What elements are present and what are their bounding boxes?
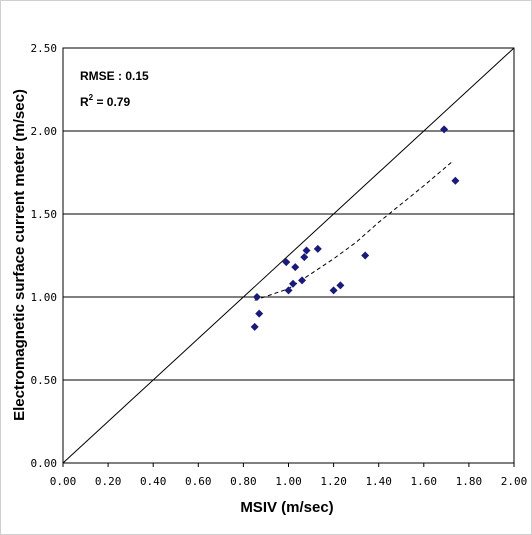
data-point-6	[291, 263, 300, 272]
data-point-3	[282, 258, 291, 267]
x-tick-label-6: 1.20	[320, 475, 347, 488]
x-tick-label-4: 0.80	[230, 475, 257, 488]
x-tick-label-7: 1.40	[365, 475, 392, 488]
data-point-12	[336, 281, 345, 290]
x-axis-ticks: 0.00 0.20 0.40 0.60 0.80 1.00 1.20 1.40 1.60 1.80…	[50, 463, 528, 488]
r2-value: = 0.79	[93, 95, 130, 109]
y-tick-label-1: 0.50	[31, 374, 58, 387]
y-tick-label-0: 0.00	[31, 457, 58, 470]
data-point-7	[298, 276, 307, 285]
y-axis-ticks: 0.00 0.50 1.00 1.50 2.00 2.50	[31, 42, 58, 470]
reference-line	[62, 47, 515, 464]
y-tick-label-4: 2.00	[31, 125, 58, 138]
data-point-10	[313, 244, 322, 253]
x-tick-label-2: 0.40	[140, 475, 167, 488]
data-point-8	[300, 253, 309, 262]
y-tick-label-2: 1.00	[31, 291, 58, 304]
r2-superscript: 2	[89, 93, 94, 102]
y-tick-label-3: 1.50	[31, 208, 58, 221]
data-point-9	[302, 246, 311, 255]
data-point-2	[255, 309, 264, 318]
trend-line	[254, 160, 454, 301]
data-points	[250, 125, 460, 331]
x-tick-label-3: 0.60	[185, 475, 212, 488]
data-point-0	[250, 322, 259, 331]
x-tick-label-10: 2.00	[501, 475, 528, 488]
x-tick-label-5: 1.00	[275, 475, 302, 488]
data-point-14	[440, 125, 449, 134]
data-point-11	[329, 286, 338, 295]
x-tick-label-9: 1.80	[456, 475, 483, 488]
y-axis-title: Electromagnetic surface current meter (m…	[11, 89, 28, 421]
data-point-5	[289, 279, 298, 288]
x-tick-label-0: 0.00	[50, 475, 77, 488]
data-point-13	[361, 251, 370, 260]
r2-annotation: R2 = 0.79	[80, 93, 130, 109]
data-point-15	[451, 176, 460, 185]
data-point-1	[252, 293, 261, 301]
x-tick-label-1: 0.20	[95, 475, 122, 488]
y-tick-label-5: 2.50	[31, 42, 58, 55]
chart-lines	[62, 47, 515, 464]
rmse-annotation: RMSE : 0.15	[80, 69, 149, 83]
x-axis-title: MSIV (m/sec)	[240, 499, 333, 516]
data-point-4	[284, 286, 293, 295]
x-tick-label-8: 1.60	[411, 475, 438, 488]
r2-prefix: R	[80, 95, 89, 109]
